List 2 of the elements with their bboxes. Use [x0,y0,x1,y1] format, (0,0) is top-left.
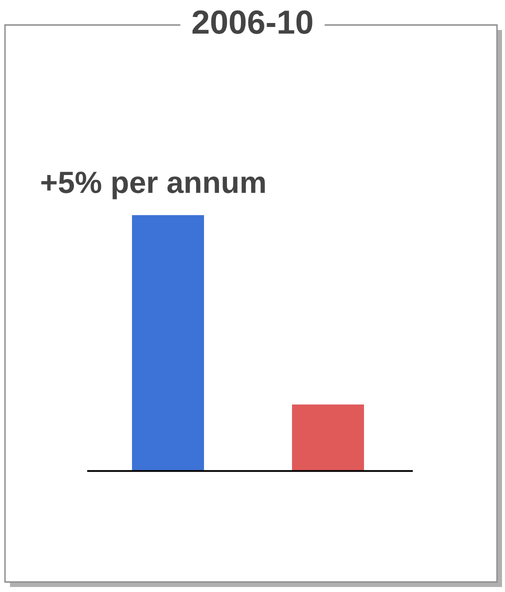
chart-title: 2006-10 [192,10,312,34]
text: +5% per annum [41,172,265,200]
